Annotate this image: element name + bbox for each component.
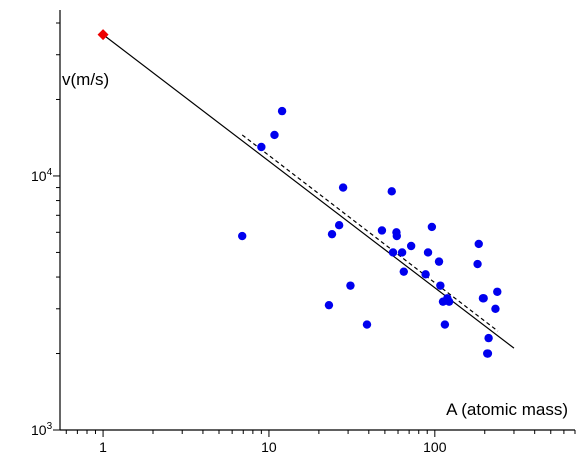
data-point [387, 187, 396, 196]
axis-ticks [53, 22, 576, 437]
x-tick-label: 1 [99, 439, 107, 455]
data-point [392, 231, 402, 241]
axis-tick-labels: 1 10 100 103 104 [31, 167, 447, 455]
data-point [362, 320, 372, 329]
data-point [493, 287, 502, 296]
data-point [388, 248, 398, 257]
data-point [479, 294, 488, 303]
data-point [399, 267, 408, 276]
data-point [257, 142, 266, 152]
data-point [270, 130, 279, 140]
data-point [484, 333, 493, 343]
x-tick-label: 100 [423, 439, 447, 455]
y-tick-label: 104 [31, 167, 53, 184]
data-point [346, 281, 355, 290]
data-point [440, 320, 450, 329]
data-point [483, 349, 493, 358]
data-point [338, 183, 348, 192]
data-point [238, 231, 247, 241]
data-point [277, 106, 287, 116]
data-point [334, 220, 344, 230]
data-point [324, 300, 334, 310]
y-tick-label: 103 [31, 421, 53, 438]
data-point [406, 241, 416, 251]
data-point [377, 226, 387, 235]
data-point [491, 304, 500, 313]
highlight-point [97, 29, 109, 41]
data-point [423, 248, 433, 257]
plot-axes [59, 10, 575, 431]
data-point [473, 259, 482, 269]
data-points [238, 106, 502, 358]
data-point [444, 297, 454, 306]
y-axis-label: v(m/s) [62, 70, 109, 89]
highlight-point-group [97, 29, 109, 41]
x-tick-label: 10 [261, 439, 277, 455]
data-point [421, 270, 430, 279]
data-point [436, 281, 445, 290]
data-point [474, 239, 483, 249]
fit-line-dashed [241, 134, 499, 332]
data-point [327, 229, 337, 239]
data-point [434, 257, 444, 266]
data-point [427, 222, 437, 232]
data-point [397, 248, 407, 257]
x-axis-label: A (atomic mass) [446, 400, 568, 419]
